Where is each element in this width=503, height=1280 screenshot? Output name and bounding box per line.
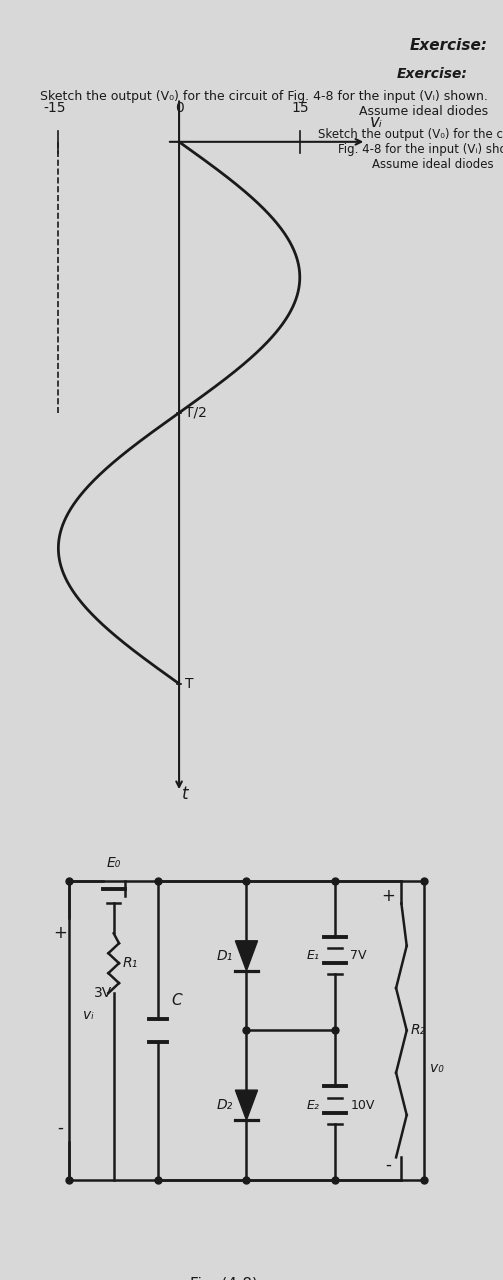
Text: 0: 0 (175, 101, 184, 115)
Text: -15: -15 (43, 101, 65, 115)
Text: T/2: T/2 (185, 406, 207, 420)
Text: 10V: 10V (351, 1098, 375, 1111)
Text: E₀: E₀ (107, 856, 121, 870)
Text: 7V: 7V (351, 950, 367, 963)
Text: D₂: D₂ (217, 1098, 233, 1112)
Text: Sketch the output (V₀) for the circuit of
Fig. 4-8 for the input (Vᵢ) shown.
Ass: Sketch the output (V₀) for the circuit o… (317, 128, 503, 172)
Polygon shape (235, 1091, 258, 1120)
Text: Fig. (4-8): Fig. (4-8) (191, 1276, 258, 1280)
Text: 3V: 3V (94, 986, 112, 1000)
Text: -: - (385, 1156, 391, 1174)
Text: R₁: R₁ (123, 956, 138, 970)
Text: Exercise:: Exercise: (410, 38, 488, 54)
Text: Exercise:: Exercise: (397, 67, 468, 81)
Text: +: + (381, 887, 395, 905)
Text: T: T (185, 677, 194, 691)
Text: t: t (182, 785, 188, 803)
Text: R₂: R₂ (410, 1024, 426, 1037)
Text: vᵢ: vᵢ (82, 1009, 94, 1023)
Text: v₀: v₀ (430, 1061, 444, 1075)
Text: E₂: E₂ (307, 1098, 319, 1111)
Text: C: C (171, 993, 182, 1009)
Text: Sketch the output (V₀) for the circuit of Fig. 4-8 for the input (Vᵢ) shown. Ass: Sketch the output (V₀) for the circuit o… (40, 90, 488, 118)
Polygon shape (235, 941, 258, 970)
Text: +: + (54, 924, 67, 942)
Text: -: - (58, 1119, 63, 1137)
Text: E₁: E₁ (307, 950, 319, 963)
Text: vᵢ: vᵢ (370, 113, 383, 131)
Text: 15: 15 (291, 101, 309, 115)
Text: D₁: D₁ (217, 948, 233, 963)
